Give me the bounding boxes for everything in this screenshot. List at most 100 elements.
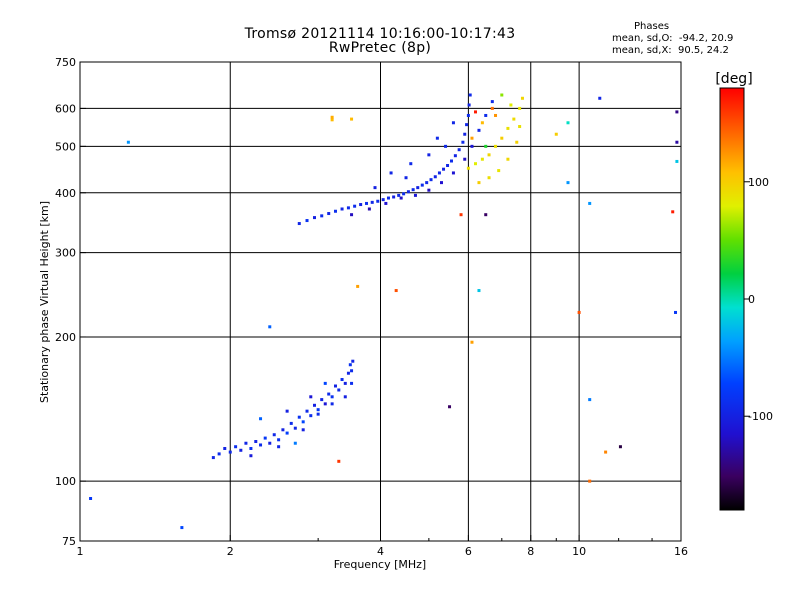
data-point bbox=[333, 384, 337, 388]
data-point bbox=[228, 450, 232, 454]
colorbar-tick-label: -100 bbox=[748, 410, 773, 423]
data-point bbox=[566, 181, 570, 185]
data-point bbox=[497, 169, 501, 173]
data-point bbox=[234, 445, 238, 449]
data-point bbox=[301, 428, 305, 432]
data-point bbox=[337, 388, 341, 392]
data-point bbox=[427, 188, 431, 192]
data-point bbox=[373, 186, 377, 190]
data-point bbox=[350, 117, 354, 121]
data-point bbox=[429, 178, 433, 182]
data-point bbox=[453, 154, 457, 158]
data-point bbox=[465, 123, 469, 127]
y-tick-label: 400 bbox=[55, 187, 76, 200]
data-point bbox=[330, 402, 334, 406]
data-point bbox=[446, 164, 450, 168]
data-point bbox=[520, 96, 524, 100]
y-tick-label: 200 bbox=[55, 331, 76, 344]
data-point bbox=[467, 103, 471, 107]
data-point bbox=[490, 100, 494, 104]
x-axis-label: Frequency [MHz] bbox=[334, 558, 426, 571]
data-point bbox=[376, 199, 380, 203]
data-point bbox=[330, 115, 334, 119]
data-point bbox=[367, 207, 371, 211]
data-point bbox=[397, 193, 401, 197]
data-point bbox=[356, 284, 360, 288]
data-point bbox=[89, 496, 93, 500]
data-point bbox=[399, 196, 403, 200]
data-point bbox=[468, 93, 472, 97]
data-point bbox=[518, 106, 522, 110]
data-point bbox=[353, 204, 357, 208]
x-tick-label: 4 bbox=[377, 545, 384, 558]
data-point bbox=[333, 209, 337, 213]
data-point bbox=[518, 125, 522, 129]
data-point bbox=[470, 136, 474, 140]
data-point bbox=[301, 420, 305, 424]
data-point bbox=[402, 192, 406, 196]
data-point bbox=[477, 289, 481, 293]
data-point bbox=[506, 126, 510, 130]
data-point bbox=[509, 103, 513, 107]
colorbar bbox=[719, 87, 745, 511]
data-point bbox=[259, 417, 263, 421]
x-tick-label: 2 bbox=[227, 545, 234, 558]
data-point bbox=[297, 415, 301, 419]
x-tick-label: 16 bbox=[674, 545, 688, 558]
colorbar-ticks: 100 0 -100 bbox=[744, 176, 773, 423]
data-point bbox=[484, 213, 488, 217]
data-point bbox=[416, 186, 420, 190]
data-point bbox=[466, 113, 470, 117]
data-point bbox=[316, 408, 320, 412]
data-point bbox=[459, 213, 463, 217]
data-point bbox=[263, 436, 267, 440]
data-point bbox=[675, 140, 679, 144]
data-point bbox=[370, 200, 374, 204]
data-point bbox=[249, 446, 253, 450]
data-point bbox=[211, 456, 215, 460]
data-point bbox=[466, 166, 470, 170]
data-point bbox=[392, 195, 396, 199]
data-point bbox=[330, 395, 334, 399]
data-point bbox=[259, 443, 263, 447]
data-point bbox=[316, 412, 320, 416]
x-axis-ticks: 1 2 4 6 8 10 16 bbox=[77, 535, 688, 558]
data-point bbox=[500, 93, 504, 97]
data-point bbox=[348, 363, 352, 367]
data-point bbox=[409, 162, 413, 166]
data-point bbox=[566, 121, 570, 125]
data-point bbox=[404, 176, 408, 180]
data-point bbox=[309, 414, 313, 418]
data-point bbox=[554, 132, 558, 136]
data-point bbox=[490, 106, 494, 110]
data-point bbox=[480, 121, 484, 125]
data-point bbox=[285, 431, 289, 435]
data-point bbox=[346, 206, 350, 210]
data-point bbox=[323, 381, 327, 385]
data-point bbox=[346, 371, 350, 375]
grid-lines bbox=[80, 62, 681, 541]
y-tick-label: 750 bbox=[55, 56, 76, 69]
colorbar-tick-label: 0 bbox=[748, 293, 755, 306]
phase-stats-o: mean, sd,O: -94.2, 20.9 bbox=[612, 33, 734, 44]
data-point bbox=[406, 190, 410, 194]
data-point bbox=[425, 181, 429, 185]
data-point bbox=[588, 398, 592, 402]
data-point bbox=[277, 438, 281, 442]
y-tick-label: 500 bbox=[55, 140, 76, 153]
data-point bbox=[277, 445, 281, 449]
data-point bbox=[674, 310, 678, 314]
data-point bbox=[312, 216, 316, 220]
data-point bbox=[268, 325, 272, 329]
data-point bbox=[359, 203, 363, 207]
data-point bbox=[675, 110, 679, 114]
chart-title: Tromsø 20121114 10:16:00-10:17:43 RwPret… bbox=[230, 26, 530, 56]
data-point bbox=[293, 426, 297, 430]
data-point bbox=[484, 144, 488, 148]
data-point bbox=[309, 395, 313, 399]
data-point bbox=[449, 159, 453, 163]
data-point bbox=[494, 144, 498, 148]
data-point bbox=[337, 459, 341, 463]
data-point bbox=[330, 118, 334, 122]
